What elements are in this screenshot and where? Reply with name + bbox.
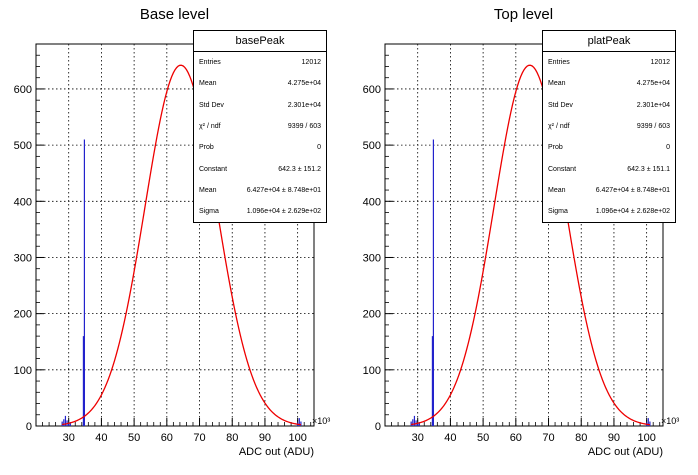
- x-tick-label: 30: [412, 432, 424, 444]
- stats-key: Sigma: [548, 208, 568, 216]
- stats-row: Entries 12012: [543, 52, 675, 73]
- stats-value: 4.275e+04: [636, 80, 670, 88]
- x-axis-exponent: ×10³: [312, 416, 331, 426]
- base-level-chart: 30 40 50 60 70 80 90 100 0 100 200 300 400 500 600: [14, 43, 315, 444]
- y-tick-label: 400: [14, 196, 32, 208]
- x-axis-exponent: ×10³: [661, 416, 680, 426]
- chart-title: Base level: [139, 6, 210, 23]
- x-tick-label: 50: [477, 432, 489, 444]
- stats-key: Entries: [199, 59, 221, 67]
- y-tick-label: 100: [363, 365, 381, 377]
- x-tick-label: 30: [63, 432, 75, 444]
- stats-value: 2.301e+04: [636, 101, 670, 109]
- gaussian-fit-line: [62, 64, 302, 426]
- x-tick-label: 70: [542, 432, 554, 444]
- x-tick-label: 100: [637, 432, 655, 444]
- stats-value: 12012: [301, 59, 321, 67]
- stats-row: Sigma 1.096e+04 ± 2.628e+02: [543, 201, 675, 222]
- stats-box-name: basePeak: [194, 31, 326, 52]
- y-tick-label: 300: [363, 252, 381, 264]
- stats-row: Prob 0: [543, 137, 675, 158]
- x-tick-label: 60: [161, 432, 173, 444]
- stats-key: Mean: [199, 186, 217, 194]
- stats-row: Sigma 1.096e+04 ± 2.629e+02: [194, 201, 326, 222]
- x-tick-label: 50: [128, 432, 140, 444]
- x-tick-label: 80: [226, 432, 238, 444]
- stats-key: Prob: [548, 144, 563, 152]
- stats-value: 12012: [650, 59, 670, 67]
- stats-key: Std Dev: [199, 101, 224, 109]
- stats-key: χ² / ndf: [199, 123, 221, 131]
- x-axis-label: ADC out (ADU): [238, 446, 314, 458]
- x-axis-label: ADC out (ADU): [587, 446, 663, 458]
- y-tick-label: 600: [363, 84, 381, 96]
- stats-key: Std Dev: [548, 101, 573, 109]
- x-tick-label: 60: [510, 432, 522, 444]
- stats-row: Constant 642.3 ± 151.2: [194, 158, 326, 179]
- stats-key: Mean: [548, 80, 566, 88]
- stats-value: 0: [317, 144, 321, 152]
- x-tick-label: 40: [95, 432, 107, 444]
- gaussian-fit-line: [411, 64, 651, 426]
- stats-row: Std Dev 2.301e+04: [543, 95, 675, 116]
- stats-row: Mean 6.427e+04 ± 8.748e+01: [194, 180, 326, 201]
- x-tick-label: 90: [608, 432, 620, 444]
- stats-key: Prob: [199, 144, 214, 152]
- y-tick-label: 0: [375, 421, 381, 433]
- stats-value: 1.096e+04 ± 2.629e+02: [246, 208, 321, 216]
- stats-key: Constant: [548, 165, 577, 173]
- stats-value: 6.427e+04 ± 8.748e+01: [246, 186, 321, 194]
- y-tick-label: 200: [14, 309, 32, 321]
- y-tick-label: 300: [14, 252, 32, 264]
- stats-key: Mean: [548, 186, 566, 194]
- y-tick-label: 0: [26, 421, 32, 433]
- stats-row: χ² / ndf 9399 / 603: [543, 116, 675, 137]
- x-tick-label: 90: [259, 432, 271, 444]
- stats-row: Entries 12012: [194, 52, 326, 73]
- top-level-chart: 30 40 50 60 70 80 90 100 0 100 200 300 400 500 600: [363, 43, 664, 444]
- stats-row: Constant 642.3 ± 151.1: [543, 158, 675, 179]
- stats-key: χ² / ndf: [548, 123, 570, 131]
- stats-row: Mean 6.427e+04 ± 8.748e+01: [543, 180, 675, 201]
- y-tick-label: 500: [14, 140, 32, 152]
- y-tick-label: 100: [14, 365, 32, 377]
- stats-box: basePeak Entries 12012 Mean 4.275e+04 Std De…: [193, 30, 327, 224]
- y-tick-label: 600: [14, 84, 32, 96]
- top-level-panel: 30 40 50 60 70 80 90 100 0 100 200 300 400 500 600 Top…: [349, 0, 698, 475]
- x-tick-label: 80: [575, 432, 587, 444]
- stats-key: Mean: [199, 80, 217, 88]
- stats-row: Mean 4.275e+04: [543, 73, 675, 94]
- stats-value: 0: [666, 144, 670, 152]
- stats-row: Std Dev 2.301e+04: [194, 95, 326, 116]
- stats-row: χ² / ndf 9399 / 603: [194, 116, 326, 137]
- chart-title: Top level: [493, 6, 554, 23]
- stats-value: 4.275e+04: [287, 80, 321, 88]
- x-tick-label: 70: [193, 432, 205, 444]
- stats-value: 9399 / 603: [287, 123, 321, 131]
- base-level-panel: 30 40 50 60 70 80 90 100 0 100 200 300 400 500 600 Bas…: [14, 6, 331, 458]
- y-tick-label: 200: [363, 309, 381, 321]
- stats-rows: Entries 12012 Mean 4.275e+04 Std Dev 2.301e+0…: [543, 52, 675, 222]
- y-tick-label: 400: [363, 196, 381, 208]
- stats-value: 642.3 ± 151.2: [278, 165, 321, 173]
- stats-key: Constant: [199, 165, 228, 173]
- stats-value: 2.301e+04: [287, 101, 321, 109]
- stats-row: Mean 4.275e+04: [194, 73, 326, 94]
- x-tick-label: 40: [444, 432, 456, 444]
- stats-box-name: platPeak: [543, 31, 675, 52]
- x-tick-label: 100: [288, 432, 306, 444]
- y-tick-label: 500: [363, 140, 381, 152]
- stats-value: 6.427e+04 ± 8.748e+01: [595, 186, 670, 194]
- stats-value: 1.096e+04 ± 2.628e+02: [595, 208, 670, 216]
- stats-box: platPeak Entries 12012 Mean 4.275e+04 Std De…: [542, 30, 676, 224]
- stats-key: Sigma: [199, 208, 219, 216]
- stats-value: 9399 / 603: [636, 123, 670, 131]
- stats-row: Prob 0: [194, 137, 326, 158]
- stats-key: Entries: [548, 59, 570, 67]
- stats-rows: Entries 12012 Mean 4.275e+04 Std Dev 2.301e+0…: [194, 52, 326, 222]
- stats-value: 642.3 ± 151.1: [627, 165, 670, 173]
